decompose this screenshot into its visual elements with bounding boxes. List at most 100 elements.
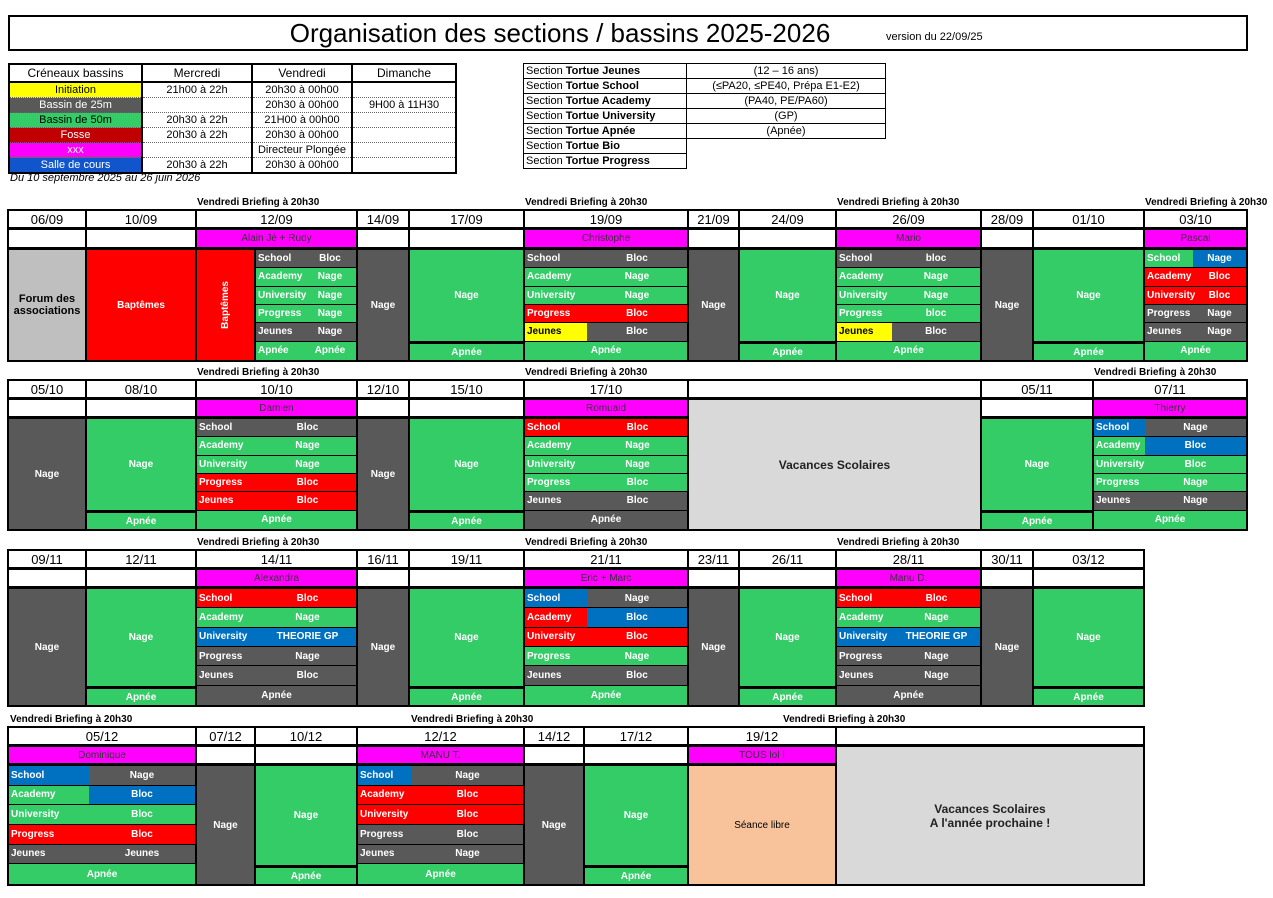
section-label: School (837, 589, 893, 608)
briefing-label: Vendredi Briefing à 20h30 (197, 367, 320, 378)
instructor-cell (980, 568, 1034, 588)
date-cell: 08/10 (85, 379, 197, 399)
session-row: School Bloc (525, 250, 687, 269)
slot-label: Bassin de 50m (8, 112, 143, 128)
date-cell: 05/12 (7, 726, 197, 746)
session-type: Nage (624, 650, 650, 662)
col-header: Vendredi (251, 63, 353, 83)
session-row: Academy Bloc (1094, 437, 1246, 456)
section-label: Progress (9, 824, 89, 844)
session-row: University Nage (525, 455, 687, 474)
session-type: Bloc (296, 422, 319, 434)
version-label: version du 22/09/25 (886, 31, 983, 43)
date-cell: 26/09 (835, 209, 982, 229)
session-block: Nage (356, 248, 410, 362)
session-type: Nage (625, 458, 650, 470)
instructor-cell (980, 398, 1094, 418)
apnee-footer: Apnée (358, 864, 523, 884)
instructor-cell: Damien (195, 398, 358, 418)
section-desc: (PA40, PE/PA60) (686, 93, 886, 109)
apnee-footer: Apnée (9, 864, 195, 884)
section-label: Jeunes (256, 323, 304, 341)
date-cell: 05/11 (980, 379, 1094, 399)
section-title: Tortue Progress (565, 155, 650, 167)
session-row: Progress Nage (837, 646, 980, 667)
session-block: Nage (408, 248, 525, 343)
session-type: Nage (317, 308, 343, 320)
date-cell: 10/09 (85, 209, 197, 229)
slots-table: Créneaux bassins Mercredi Vendredi Diman… (8, 63, 457, 174)
session-row: University Nage (256, 286, 356, 305)
instructor-cell (738, 568, 837, 588)
session-row: University Nage (525, 286, 687, 305)
slot-time: 20h30 à 00h00 (251, 82, 353, 98)
session-type: Bloc (319, 253, 341, 265)
apnee-footer: Apnée (583, 866, 689, 886)
session-type: Nage (624, 592, 650, 604)
session-block: Nage (356, 587, 410, 707)
instructor-cell (738, 228, 837, 249)
session-row: Jeunes Bloc (197, 666, 356, 686)
section-label: Jeunes (525, 492, 588, 510)
slot-time: 20h30 à 22h (141, 112, 253, 128)
section-prefix: Section (526, 110, 566, 122)
session-type: Bloc (1208, 271, 1231, 283)
session-type: Bloc (626, 669, 648, 681)
section-label: Jeunes (197, 492, 259, 510)
instructor-cell (1032, 568, 1145, 588)
apnee-footer: Apnée (197, 685, 356, 705)
date-cell: 15/10 (408, 379, 525, 399)
session-type: Bloc (626, 611, 648, 623)
date-cell: 23/11 (687, 549, 740, 569)
session-block: Forum des associations (7, 248, 87, 362)
session-row: Progress Nage (197, 646, 356, 667)
apnee-footer: Apnée (837, 341, 980, 360)
date-cell: 07/12 (195, 726, 256, 746)
holiday-text: Vacances Scolaires (778, 457, 891, 472)
section-prefix: Section (526, 80, 566, 92)
section-desc: (Apnée) (686, 123, 886, 139)
baptemes-side-block: Baptêmes (195, 248, 256, 362)
session-row: Academy Bloc (358, 785, 523, 806)
session-type: Nage (295, 458, 320, 470)
session-block: Nage (980, 417, 1094, 512)
date-cell: 21/09 (687, 209, 740, 229)
session-row: Progress Bloc (525, 304, 687, 324)
section-name: Section Tortue Jeunes (523, 63, 687, 79)
section-label: University (1094, 455, 1145, 473)
section-label: Academy (837, 608, 893, 627)
session-block: Séance libre (687, 764, 837, 886)
session-row: Jeunes Jeunes (9, 844, 195, 865)
session-block: Nage (7, 417, 87, 531)
session-row: Jeunes Bloc (525, 492, 687, 511)
session-type: Bloc (1208, 289, 1231, 301)
session-row: Academy Nage (197, 437, 356, 456)
session-type: Nage (317, 271, 343, 283)
session-type: Bloc (456, 789, 479, 801)
section-title: Tortue Apnée (565, 125, 636, 137)
date-cell: 09/11 (7, 549, 87, 569)
section-label: University (1145, 286, 1195, 304)
section-label: Jeunes (1094, 492, 1145, 510)
session-type: Nage (924, 650, 949, 662)
session-row: Jeunes Bloc (525, 323, 687, 342)
session-type: Bloc (456, 828, 479, 840)
session-row: School Bloc (197, 589, 356, 609)
sessions-box: School Bloc Academy Nage University THEORIE G… (195, 587, 358, 707)
slot-time: 20h30 à 00h00 (251, 127, 353, 143)
slot-time (351, 127, 457, 143)
apnee-footer: Apnée (408, 511, 525, 531)
session-type: Bloc (626, 631, 648, 643)
section-label: Progress (256, 304, 304, 323)
section-desc: (≤PA20, ≤PE40, Prépa E1-E2) (686, 78, 886, 94)
instructor-cell (687, 568, 740, 588)
vertical-label: Baptêmes (220, 281, 231, 329)
apnee-footer: Apnée (408, 687, 525, 707)
briefing-label: Vendredi Briefing à 20h30 (197, 197, 320, 208)
section-label: University (9, 805, 89, 824)
date-cell: 01/10 (1032, 209, 1145, 229)
session-row: School Bloc (197, 419, 356, 438)
slot-time: 20h30 à 00h00 (251, 97, 353, 113)
briefing-label: Vendredi Briefing à 20h30 (783, 714, 906, 725)
section-label: Progress (1094, 473, 1145, 492)
